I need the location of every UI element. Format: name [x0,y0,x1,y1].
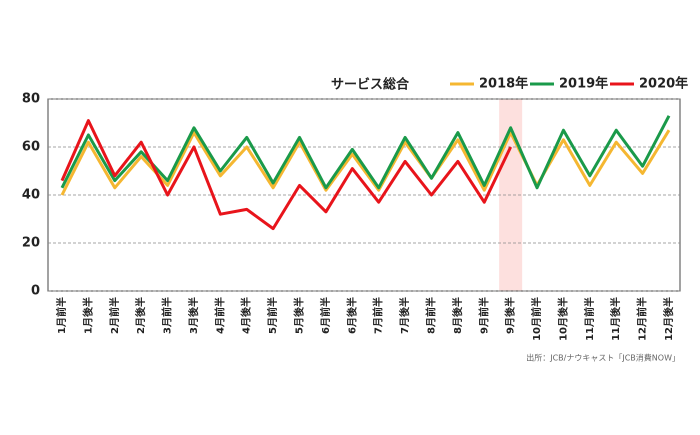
x-tick-label: 3月後半 [187,297,200,334]
x-tick-label: 11月後半 [609,297,622,341]
legend-label: 2018年 [479,76,528,92]
x-tick-label: 8月後半 [451,297,464,334]
x-tick-label: 1月前半 [55,297,68,334]
series-line [60,115,671,190]
x-tick-label: 3月前半 [161,297,174,334]
x-tick-label: 6月前半 [319,297,332,334]
x-tick-label: 2月前半 [108,297,121,334]
x-tick-label: 12月前半 [636,297,649,341]
x-tick-label: 9月前半 [477,297,490,334]
y-tick-label: 20 [22,236,40,251]
y-tick-label: 0 [31,284,40,299]
x-tick-label: 1月後半 [81,297,94,334]
y-tick-label: 60 [22,140,40,155]
x-tick-label: 4月前半 [213,297,226,334]
legend-label: 2019年 [559,76,608,92]
x-tick-label: 7月前半 [372,297,385,334]
x-tick-label: 4月後半 [240,297,253,334]
x-tick-label: 6月後半 [345,297,358,334]
y-tick-label: 80 [22,92,40,107]
x-tick-label: 9月後半 [504,297,517,334]
source-note: 出所：JCB/ナウキャスト「JCB消費NOW」 [526,353,680,363]
chart-title: サービス総合 [331,77,410,93]
series-line [60,119,513,231]
x-tick-label: 8月前半 [424,297,437,334]
x-tick-label: 10月後半 [556,297,569,341]
x-tick-label: 5月前半 [266,297,279,334]
legend-label: 2020年 [639,76,688,92]
series-line [60,129,671,196]
x-tick-label: 2月後半 [134,297,147,334]
x-tick-label: 7月後半 [398,297,411,334]
x-tick-label: 11月前半 [583,297,596,341]
x-tick-label: 5月後半 [293,297,306,334]
x-tick-label: 10月前半 [530,297,543,341]
y-tick-label: 40 [22,188,40,203]
x-tick-label: 12月後半 [662,297,675,341]
